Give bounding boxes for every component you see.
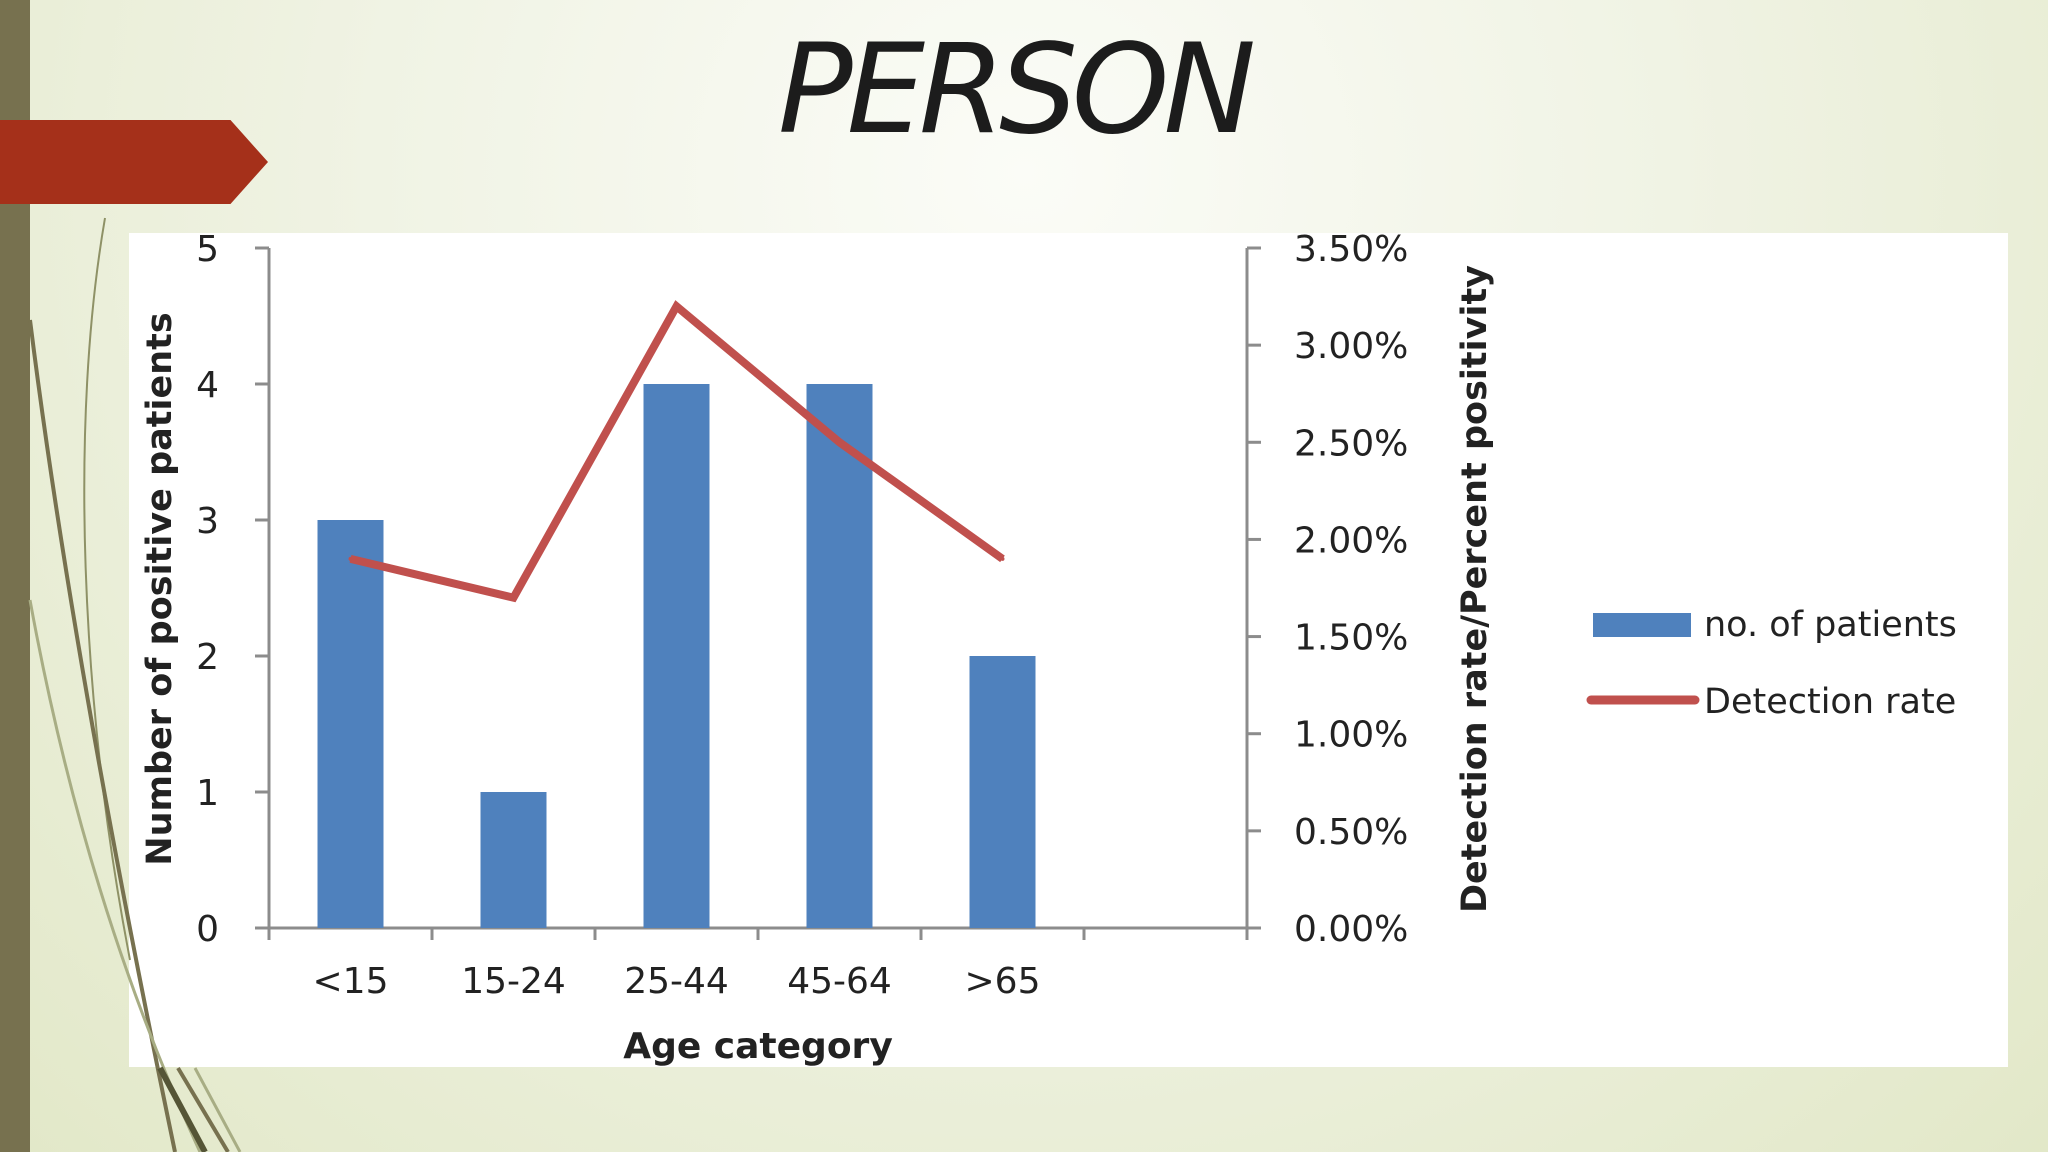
detection-rate-point bbox=[1000, 556, 1005, 561]
x-tick-label: >65 bbox=[965, 961, 1041, 1002]
bar-45-64 bbox=[806, 384, 873, 928]
y-tick-label-right: 1.00% bbox=[1294, 715, 1408, 756]
x-axis-title: Age category bbox=[623, 1026, 893, 1067]
detection-rate-point bbox=[674, 304, 679, 309]
y-axis-right-title: Detection rate/Percent positivity bbox=[1455, 265, 1495, 913]
legend-label-bars: no. of patients bbox=[1704, 605, 1957, 645]
y-tick-label-left: 5 bbox=[196, 233, 219, 270]
bar->65 bbox=[969, 656, 1036, 928]
y-tick-label-right: 0.00% bbox=[1294, 909, 1408, 950]
y-tick-label-left: 2 bbox=[196, 637, 219, 678]
x-tick-label: <15 bbox=[313, 961, 389, 1002]
y-tick-label-left: 3 bbox=[196, 501, 219, 542]
y-tick-label-left: 1 bbox=[196, 773, 219, 814]
y-tick-label-left: 4 bbox=[196, 365, 219, 406]
y-tick-label-right: 1.50% bbox=[1294, 618, 1408, 659]
y-tick-label-right: 2.00% bbox=[1294, 520, 1408, 561]
bar-<15 bbox=[317, 520, 384, 928]
combo-chart: 0 1 2 3 4 5 0.00% 0.50% 1.00% 1.50% 2.00% 2.50% 3.00… bbox=[140, 229, 1957, 1067]
x-tick-label: 25-44 bbox=[624, 961, 729, 1002]
y-tick-label-right: 3.50% bbox=[1294, 233, 1408, 270]
y-tick-label-right: 3.00% bbox=[1294, 326, 1408, 367]
chart-panel: 0 1 2 3 4 5 0.00% 0.50% 1.00% 1.50% 2.00% 2.50% 3.00… bbox=[129, 229, 2008, 1067]
title-arrow-shape bbox=[0, 120, 268, 204]
legend-label-line: Detection rate bbox=[1704, 682, 1956, 722]
y-tick-label-right: 2.50% bbox=[1294, 423, 1408, 464]
detection-rate-point bbox=[348, 556, 353, 561]
bar-15-24 bbox=[480, 792, 547, 928]
slide-title: PERSON bbox=[777, 18, 1256, 162]
detection-rate-point bbox=[511, 595, 516, 600]
detection-rate-point bbox=[837, 440, 842, 445]
legend-swatch-bars bbox=[1593, 613, 1691, 637]
y-axis-left-title: Number of positive patients bbox=[140, 312, 180, 865]
x-tick-label: 45-64 bbox=[787, 961, 892, 1002]
bar-25-44 bbox=[643, 384, 710, 928]
y-tick-label-left: 0 bbox=[196, 909, 219, 950]
y-tick-label-right: 0.50% bbox=[1294, 812, 1408, 853]
x-tick-label: 15-24 bbox=[461, 961, 566, 1002]
